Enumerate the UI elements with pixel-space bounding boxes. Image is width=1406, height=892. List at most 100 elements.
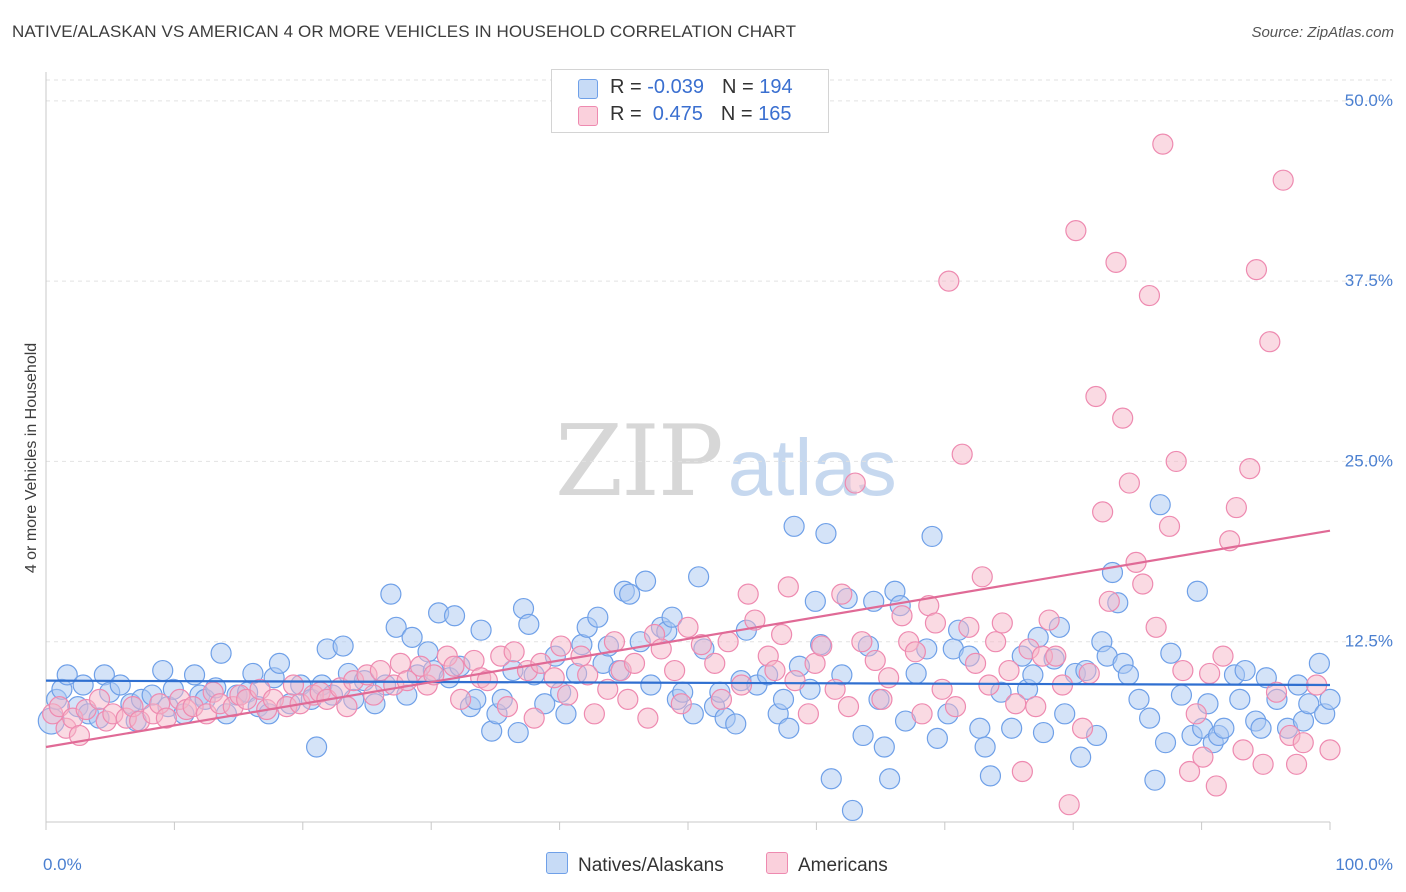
data-point-natives — [1170, 684, 1193, 706]
data-point-natives — [905, 662, 927, 685]
data-point-natives — [1255, 667, 1277, 689]
data-point-natives — [1149, 494, 1171, 516]
data-point-americans — [637, 707, 659, 729]
legend-n-value-americans: 165 — [758, 103, 792, 125]
data-point-natives — [1032, 721, 1055, 744]
chart-title: NATIVE/ALASKAN VS AMERICAN 4 OR MORE VEH… — [12, 22, 797, 41]
data-point-natives — [183, 664, 206, 686]
data-point-americans — [690, 633, 712, 656]
data-point-natives — [969, 717, 991, 739]
data-point-americans — [1078, 662, 1100, 685]
data-point-americans — [811, 635, 833, 657]
data-point-americans — [523, 707, 545, 729]
watermark-zip: ZIP — [555, 405, 724, 519]
data-point-natives — [979, 765, 1002, 787]
correlation-legend: R = -0.039 N = 194 R = 0.475 N = 165 — [551, 69, 829, 133]
data-point-americans — [1185, 703, 1207, 725]
data-point-natives — [1234, 659, 1256, 682]
data-point-americans — [1118, 472, 1140, 494]
data-point-natives — [1128, 688, 1150, 711]
y-tick-label: 50.0% — [1345, 91, 1393, 110]
legend-n-value-natives: 194 — [759, 76, 793, 98]
data-point-americans — [871, 688, 893, 711]
data-point-americans — [904, 641, 926, 663]
data-point-natives — [783, 515, 805, 537]
data-point-natives — [1298, 693, 1320, 715]
data-point-natives — [974, 736, 996, 758]
data-point-natives — [380, 583, 402, 605]
data-point-americans — [48, 696, 70, 718]
data-point-americans — [924, 612, 947, 634]
source-label: Source: ZipAtlas.com — [1251, 24, 1394, 41]
data-point-americans — [931, 678, 953, 700]
data-point-americans — [985, 631, 1007, 653]
data-point-americans — [1192, 746, 1214, 768]
data-point-natives — [1160, 642, 1182, 664]
data-point-americans — [550, 635, 572, 657]
data-point-natives — [305, 736, 328, 758]
watermark-atlas: atlas — [727, 423, 897, 512]
data-point-americans — [938, 270, 960, 292]
data-point-americans — [476, 670, 498, 692]
data-point-natives — [555, 703, 577, 725]
data-point-americans — [911, 703, 933, 725]
data-point-americans — [1158, 515, 1181, 537]
watermark: ZIPatlas — [555, 405, 897, 519]
data-point-americans — [670, 693, 692, 715]
data-point-americans — [1172, 659, 1194, 682]
data-point-americans — [1071, 717, 1094, 739]
data-point-americans — [771, 623, 793, 646]
legend-n-label: N = — [721, 76, 760, 98]
data-point-americans — [878, 667, 900, 689]
data-point-americans — [363, 684, 385, 706]
data-point-americans — [851, 631, 873, 653]
data-point-americans — [1105, 251, 1127, 273]
trend-line-americans — [45, 529, 1331, 749]
data-point-natives — [443, 605, 466, 627]
series-americans-points — [42, 133, 1341, 816]
data-point-americans — [710, 688, 733, 711]
legend-n-label: N = — [720, 103, 759, 125]
data-point-natives — [470, 619, 492, 641]
data-point-natives — [401, 626, 423, 648]
data-point-natives — [852, 724, 874, 747]
data-point-americans — [944, 696, 967, 718]
data-point-americans — [1259, 331, 1281, 353]
data-point-americans — [1319, 739, 1341, 761]
data-point-natives — [661, 606, 683, 628]
data-point-natives — [1186, 580, 1208, 602]
data-point-natives — [1154, 732, 1177, 754]
data-point-natives — [109, 674, 131, 696]
data-point-natives — [873, 736, 895, 758]
data-point-natives — [921, 525, 943, 548]
data-point-americans — [1292, 732, 1314, 754]
data-point-americans — [1272, 169, 1294, 191]
data-point-americans — [677, 616, 699, 638]
data-point-americans — [1065, 220, 1087, 242]
data-point-natives — [820, 768, 842, 790]
data-point-americans — [617, 688, 639, 711]
data-point-natives — [332, 635, 354, 657]
data-point-americans — [1245, 258, 1268, 281]
data-point-natives — [725, 713, 747, 735]
data-point-americans — [503, 641, 525, 663]
data-point-natives — [534, 693, 556, 715]
data-point-natives — [587, 606, 609, 628]
data-point-natives — [688, 566, 710, 588]
legend-swatch-natives-bottom — [546, 852, 568, 874]
data-point-natives — [1229, 688, 1251, 711]
data-point-americans — [1058, 794, 1080, 816]
legend-label-americans: Americans — [798, 855, 888, 876]
data-point-natives — [772, 688, 795, 711]
data-point-americans — [1252, 753, 1274, 775]
data-point-americans — [369, 659, 391, 682]
data-point-natives — [1144, 769, 1166, 791]
data-point-americans — [1265, 681, 1288, 703]
y-tick-label: 25.0% — [1345, 451, 1393, 470]
data-point-natives — [804, 590, 826, 612]
data-point-americans — [557, 684, 579, 706]
y-tick-label: 37.5% — [1345, 271, 1393, 290]
data-point-americans — [971, 566, 993, 588]
legend-r-label: R = — [610, 103, 648, 125]
